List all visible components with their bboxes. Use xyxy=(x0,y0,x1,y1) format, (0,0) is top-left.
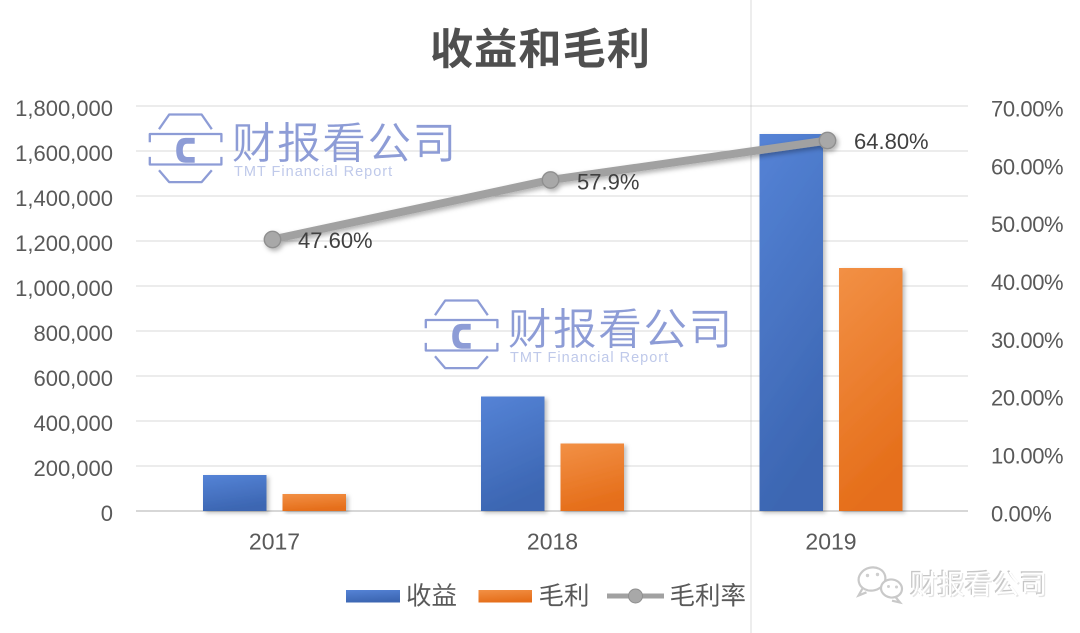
svg-text:600,000: 600,000 xyxy=(33,366,113,391)
svg-text:0.00%: 0.00% xyxy=(991,501,1051,526)
svg-text:1,600,000: 1,600,000 xyxy=(15,141,113,166)
svg-text:70.00%: 70.00% xyxy=(991,96,1063,121)
svg-text:2018: 2018 xyxy=(527,529,578,555)
svg-text:1,400,000: 1,400,000 xyxy=(15,186,113,211)
svg-text:10.00%: 10.00% xyxy=(991,444,1063,469)
svg-text:20.00%: 20.00% xyxy=(991,386,1063,411)
svg-text:64.80%: 64.80% xyxy=(854,129,929,154)
svg-text:400,000: 400,000 xyxy=(33,411,113,436)
svg-text:57.9%: 57.9% xyxy=(577,170,639,195)
svg-text:1,200,000: 1,200,000 xyxy=(15,231,113,256)
svg-text:2017: 2017 xyxy=(249,529,300,555)
svg-text:TMT Financial Report: TMT Financial Report xyxy=(234,164,393,180)
svg-text:50.00%: 50.00% xyxy=(991,212,1063,237)
svg-text:40.00%: 40.00% xyxy=(991,270,1063,295)
svg-text:800,000: 800,000 xyxy=(33,321,113,346)
svg-text:0: 0 xyxy=(101,501,113,526)
svg-text:1,800,000: 1,800,000 xyxy=(15,96,113,121)
svg-text:200,000: 200,000 xyxy=(33,456,113,481)
svg-text:30.00%: 30.00% xyxy=(991,328,1063,353)
svg-text:1,000,000: 1,000,000 xyxy=(15,276,113,301)
svg-text:60.00%: 60.00% xyxy=(991,154,1063,179)
svg-text:2019: 2019 xyxy=(805,529,856,555)
svg-text:47.60%: 47.60% xyxy=(298,228,373,253)
